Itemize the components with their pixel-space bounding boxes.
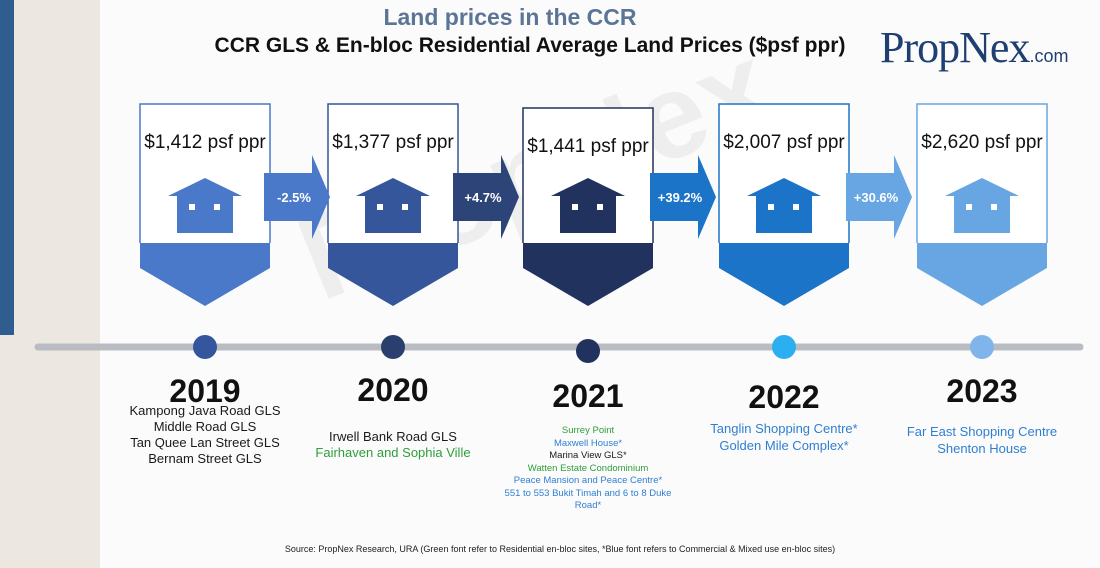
house-window xyxy=(597,204,603,210)
timeline-dot-2023 xyxy=(970,335,994,359)
timeline-dot-2022 xyxy=(772,335,796,359)
house-window xyxy=(189,204,195,210)
timeline-dot-2021 xyxy=(576,339,600,363)
price-label-2022: $2,007 psf ppr xyxy=(723,132,845,153)
year-label-2020: 2020 xyxy=(357,372,428,408)
house-icon xyxy=(756,196,812,233)
logo-text: PropNex xyxy=(880,23,1030,72)
site-item: Watten Estate Condominium xyxy=(527,462,649,474)
price-marker-2020 xyxy=(328,243,458,306)
house-window xyxy=(572,204,578,210)
site-item: Tanglin Shopping Centre* xyxy=(710,421,858,436)
site-item: Golden Mile Complex* xyxy=(719,437,849,453)
propnex-logo: PropNex.com xyxy=(880,22,1068,73)
change-label: +39.2% xyxy=(658,190,703,205)
house-window xyxy=(991,204,997,210)
change-arrow xyxy=(650,155,716,239)
source-note: Source: PropNex Research, URA (Green fon… xyxy=(284,544,836,554)
site-list-2020: Irwell Bank Road GLS Fairhaven and Sophia… xyxy=(308,429,478,461)
site-item: Peace Mansion and Peace Centre* xyxy=(513,475,663,486)
logo-suffix: .com xyxy=(1029,46,1069,66)
price-marker-2022 xyxy=(719,243,849,306)
house-icon xyxy=(365,196,421,233)
year-label-2021: 2021 xyxy=(552,378,623,414)
site-item: Middle Road GLS xyxy=(153,419,257,434)
chart-subtitle: CCR GLS & En-bloc Residential Average La… xyxy=(214,34,846,57)
change-arrow xyxy=(846,155,912,239)
price-label-2023: $2,620 psf ppr xyxy=(921,132,1043,153)
site-item: Marina View GLS* xyxy=(549,450,627,461)
house-window xyxy=(377,204,383,210)
timeline-dot-2019 xyxy=(193,335,217,359)
site-item: Far East Shopping Centre xyxy=(906,424,1058,439)
change-arrow xyxy=(264,155,330,239)
house-icon xyxy=(177,196,233,233)
site-item: Fairhaven and Sophia Ville xyxy=(315,445,471,460)
price-label-2020: $1,377 psf ppr xyxy=(332,132,454,153)
price-box-2023 xyxy=(916,103,1048,243)
site-list-2022: Tanglin Shopping Centre* Golden Mile Comp… xyxy=(699,421,869,454)
price-marker-2019 xyxy=(140,243,270,306)
house-roof-icon xyxy=(945,178,1019,196)
house-icon xyxy=(954,196,1010,233)
price-label-2021: $1,441 psf ppr xyxy=(527,136,649,157)
house-window xyxy=(966,204,972,210)
house-roof-icon xyxy=(747,178,821,196)
price-marker-2023 xyxy=(917,243,1047,306)
house-roof-icon xyxy=(551,178,625,196)
left-stripe xyxy=(0,0,14,335)
year-label-2022: 2022 xyxy=(748,379,819,415)
year-label-2023: 2023 xyxy=(946,373,1017,409)
house-icon xyxy=(560,196,616,233)
house-window xyxy=(214,204,220,210)
site-list-2019: Kampong Java Road GLS Middle Road GLS Tan … xyxy=(120,403,290,467)
site-list-2023: Far East Shopping Centre Shenton House xyxy=(897,424,1067,457)
price-label-2019: $1,412 psf ppr xyxy=(144,132,266,153)
slide-title: Land prices in the CCR xyxy=(383,4,637,30)
change-label: +30.6% xyxy=(854,190,899,205)
house-roof-icon xyxy=(356,178,430,196)
change-label: +4.7% xyxy=(464,190,502,205)
price-marker-2021 xyxy=(523,243,653,306)
site-item: Surrey Point xyxy=(561,425,615,436)
house-window xyxy=(768,204,774,210)
house-roof-icon xyxy=(168,178,242,196)
site-item: 551 to 553 Bukit Timah and 6 to 8 Duke R… xyxy=(504,487,672,512)
house-window xyxy=(402,204,408,210)
site-item: Shenton House xyxy=(937,440,1027,456)
year-label-2019: 2019 xyxy=(169,373,240,409)
site-list-2021: Surrey Point Maxwell House* Marina View GL… xyxy=(503,425,673,513)
site-item: Irwell Bank Road GLS xyxy=(329,429,457,444)
change-arrow xyxy=(453,155,519,239)
site-item: Bernam Street GLS xyxy=(148,451,262,466)
site-item: Maxwell House* xyxy=(553,437,623,449)
left-band xyxy=(0,0,100,568)
site-item: Kampong Java Road GLS xyxy=(129,403,281,418)
change-label: -2.5% xyxy=(277,190,311,205)
site-item: Tan Quee Lan Street GLS xyxy=(130,435,280,450)
timeline-dot-2020 xyxy=(381,335,405,359)
house-window xyxy=(793,204,799,210)
